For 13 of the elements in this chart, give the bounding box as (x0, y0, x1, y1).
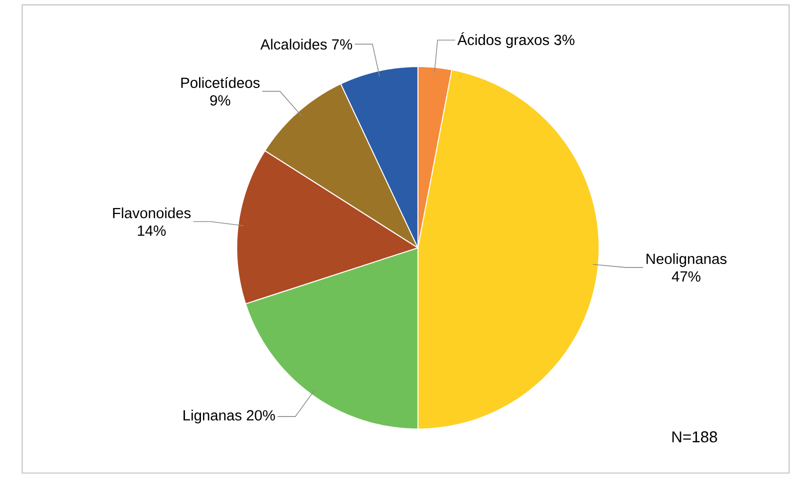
data-label: 7% (332, 39, 352, 50)
data-label: 3% (554, 34, 574, 46)
data-label: 47% (672, 271, 700, 282)
slice-label: Policetídeos (181, 77, 260, 88)
slice-label: Alcaloides (260, 38, 327, 50)
slice-label: Ácidos graxos (457, 32, 550, 48)
data-label: 20% (246, 410, 275, 421)
data-label: 14% (138, 226, 166, 236)
data-label: 9% (210, 95, 230, 106)
slice-label: Flavonoides (113, 207, 191, 218)
slice-label: Lignanas (184, 410, 242, 424)
slice-label: Neolignanas (646, 253, 727, 267)
text: N=188 (672, 431, 718, 442)
